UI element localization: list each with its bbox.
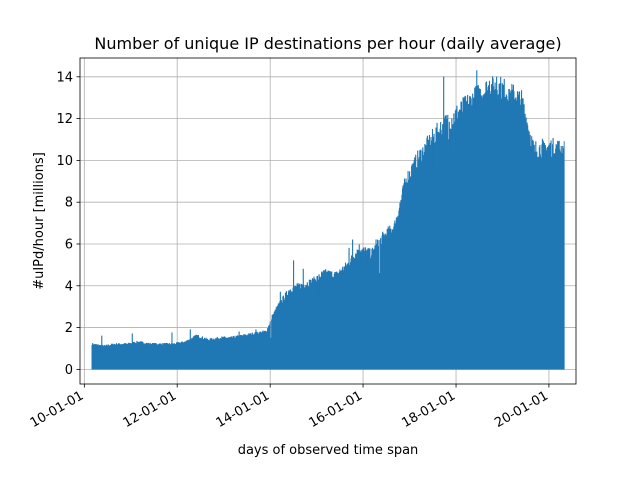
chart-title: Number of unique IP destinations per hou… bbox=[94, 34, 561, 53]
x-tick-label: 12-01-01 bbox=[121, 388, 180, 430]
x-tick-label: 16-01-01 bbox=[306, 388, 365, 430]
data-area bbox=[91, 70, 565, 370]
y-tick-label: 10 bbox=[56, 154, 73, 169]
y-tick-label: 6 bbox=[65, 237, 73, 252]
x-tick-label: 14-01-01 bbox=[214, 388, 273, 430]
x-axis-label: days of observed time span bbox=[238, 443, 419, 458]
x-axis: 10-01-01 12-01-01 14-01-01 16-01-01 18-01-01… bbox=[28, 384, 551, 431]
y-tick-label: 12 bbox=[56, 112, 73, 127]
x-tick-label: 20-01-01 bbox=[492, 388, 551, 430]
plot-frame bbox=[79, 57, 577, 385]
y-tick-label: 8 bbox=[65, 196, 73, 211]
x-tick-label: 10-01-01 bbox=[28, 388, 87, 430]
x-tick-label: 18-01-01 bbox=[399, 388, 458, 430]
y-axis-label: #uIPd/hour [millions] bbox=[32, 152, 47, 290]
y-axis: 0 2 4 6 8 10 12 14 bbox=[56, 70, 80, 378]
y-tick-label: 0 bbox=[65, 363, 73, 378]
y-tick-label: 14 bbox=[56, 70, 73, 85]
y-tick-label: 4 bbox=[65, 279, 73, 294]
y-tick-label: 2 bbox=[65, 321, 73, 336]
